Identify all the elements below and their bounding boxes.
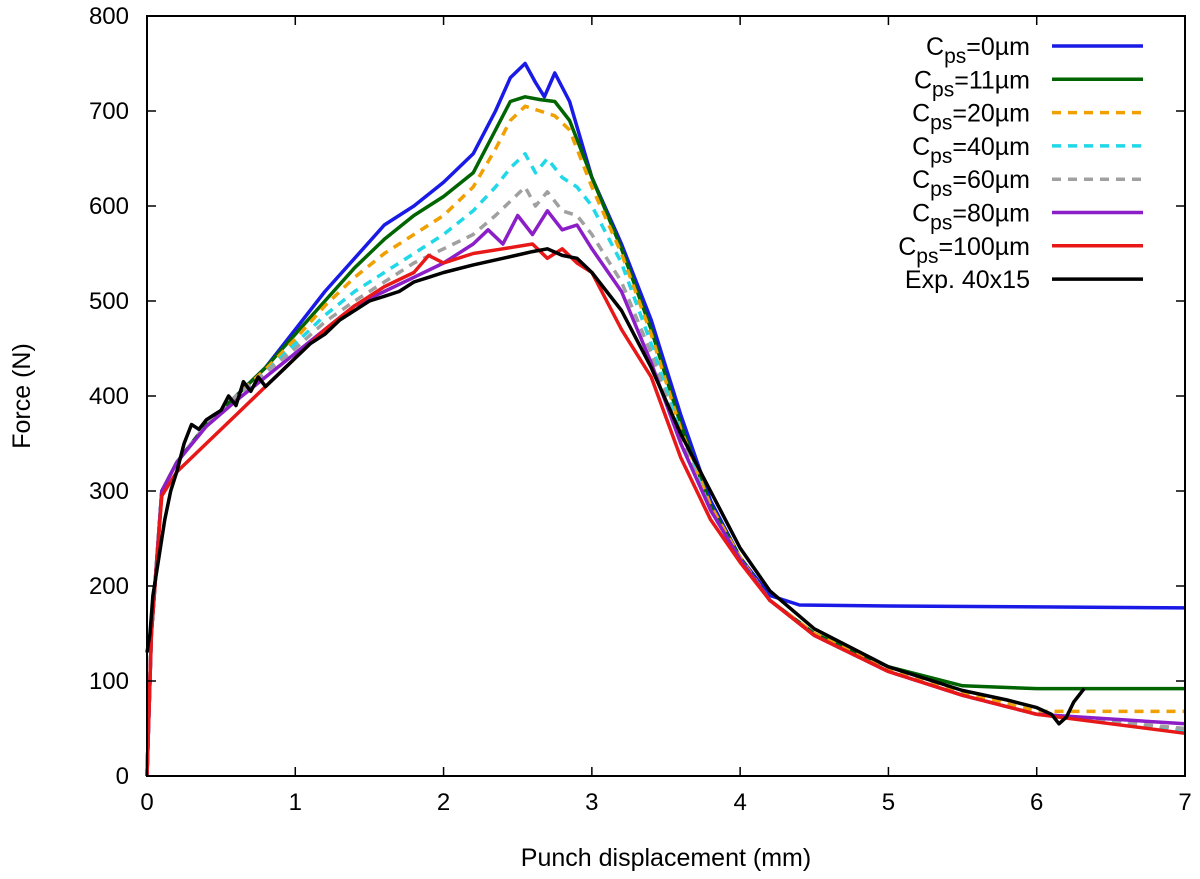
legend-label: Cps=0µm <box>926 33 1030 68</box>
y-tick-label: 200 <box>89 573 129 600</box>
ticks-layer: 0 1 2 3 4 5 6 7 0 100 200 300 400 500 600 700 800 <box>89 3 1192 816</box>
x-tick-label: 4 <box>733 789 746 816</box>
x-tick-label: 3 <box>585 789 598 816</box>
legend-entry-cps80: Cps=80µm <box>912 200 1143 235</box>
legend-label: Cps=40µm <box>912 133 1030 168</box>
legend-label: Exp. 40x15 <box>905 266 1030 294</box>
legend-label: Cps=60µm <box>912 166 1030 201</box>
series-line-exp <box>145 247 1086 726</box>
x-tick-label: 2 <box>437 789 450 816</box>
y-tick-label: 300 <box>89 478 129 505</box>
legend-label: Cps=100µm <box>898 233 1030 268</box>
legend: Cps=0µmCps=11µmCps=20µmCps=40µmCps=60µmC… <box>898 33 1143 294</box>
legend-entry-cps0: Cps=0µm <box>926 33 1143 68</box>
y-tick-label: 700 <box>89 98 129 125</box>
y-axis-title: Force (N) <box>8 343 36 449</box>
x-tick-label: 6 <box>1030 789 1043 816</box>
x-tick-label: 5 <box>882 789 895 816</box>
x-tick-label: 1 <box>289 789 302 816</box>
legend-entry-cps60: Cps=60µm <box>912 166 1143 201</box>
x-tick-label: 0 <box>140 789 153 816</box>
legend-entry-cps20: Cps=20µm <box>912 100 1143 135</box>
legend-entry-exp: Exp. 40x15 <box>905 266 1143 294</box>
legend-entry-cps100: Cps=100µm <box>898 233 1143 268</box>
y-tick-label: 400 <box>89 383 129 410</box>
x-tick-label: 7 <box>1178 789 1191 816</box>
y-tick-label: 800 <box>89 3 129 30</box>
x-axis-title: Punch displacement (mm) <box>521 844 811 872</box>
y-tick-label: 600 <box>89 193 129 220</box>
legend-entry-cps11: Cps=11µm <box>914 66 1143 101</box>
legend-label: Cps=11µm <box>914 66 1030 101</box>
y-tick-label: 100 <box>89 668 129 695</box>
series-line-cps60 <box>145 185 1186 777</box>
legend-entry-cps40: Cps=40µm <box>912 133 1143 168</box>
y-tick-label: 500 <box>89 288 129 315</box>
series-layer <box>145 61 1186 777</box>
y-tick-label: 0 <box>116 763 129 790</box>
legend-label: Cps=20µm <box>912 100 1030 135</box>
legend-label: Cps=80µm <box>912 200 1030 235</box>
